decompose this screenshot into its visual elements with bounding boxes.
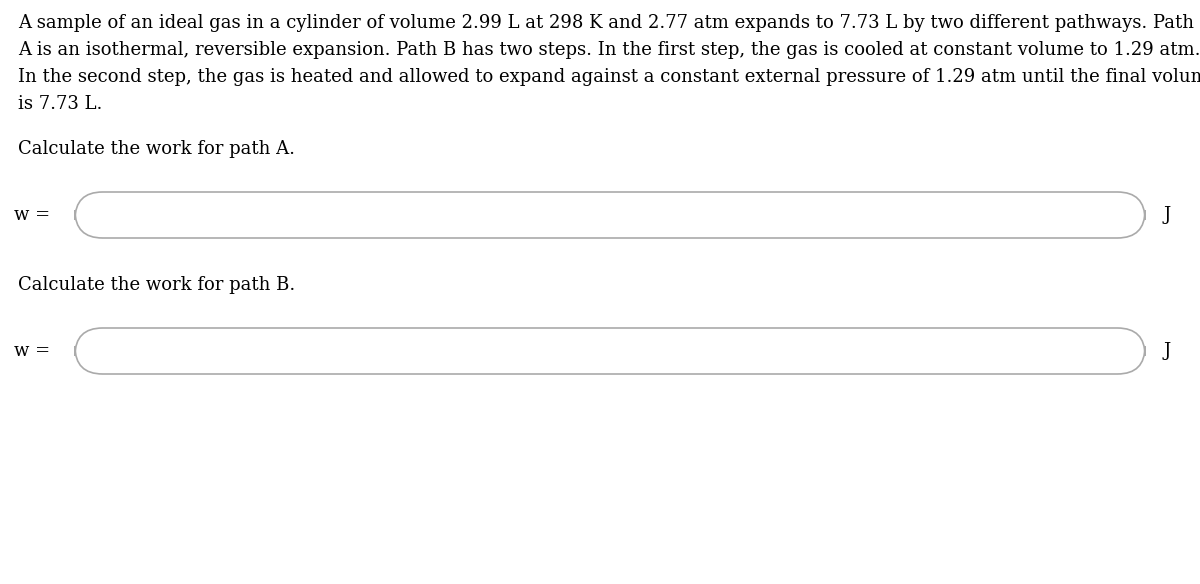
- FancyBboxPatch shape: [74, 328, 1145, 374]
- Text: w =: w =: [14, 342, 50, 360]
- Text: J: J: [1163, 206, 1170, 224]
- Text: A is an isothermal, reversible expansion. Path B has two steps. In the first ste: A is an isothermal, reversible expansion…: [18, 41, 1200, 59]
- FancyBboxPatch shape: [74, 192, 1145, 238]
- Text: Calculate the work for path A.: Calculate the work for path A.: [18, 140, 295, 158]
- Text: w =: w =: [14, 206, 50, 224]
- Text: is 7.73 L.: is 7.73 L.: [18, 95, 102, 113]
- Text: J: J: [1163, 342, 1170, 360]
- Text: Calculate the work for path B.: Calculate the work for path B.: [18, 276, 295, 294]
- Text: In the second step, the gas is heated and allowed to expand against a constant e: In the second step, the gas is heated an…: [18, 68, 1200, 86]
- Text: A sample of an ideal gas in a cylinder of volume 2.99 L at 298 K and 2.77 atm ex: A sample of an ideal gas in a cylinder o…: [18, 14, 1194, 32]
